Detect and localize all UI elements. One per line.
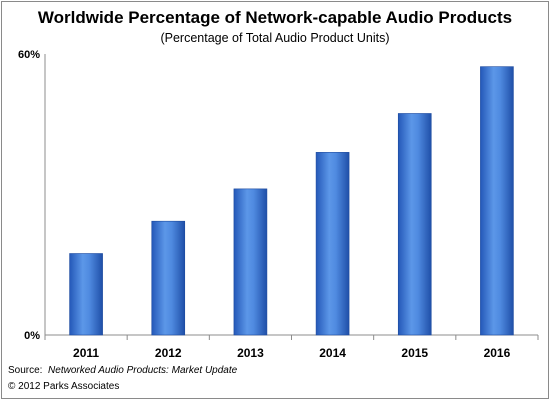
bar-2014 (315, 152, 350, 336)
bar-2015 (397, 113, 432, 336)
x-tick-label: 2013 (237, 346, 264, 360)
bar-2013 (233, 188, 268, 336)
x-tick-label: 2011 (73, 346, 99, 360)
x-tick-label: 2012 (155, 346, 182, 360)
category-labels: 2011 2012 2013 2014 2015 2016 (73, 346, 511, 360)
x-tick-label: 2016 (484, 346, 511, 360)
copyright-note: © 2012 Parks Associates (8, 381, 120, 392)
bars-group (69, 66, 514, 336)
x-tick-label: 2015 (401, 346, 428, 360)
source-note: Source: Networked Audio Products: Market… (8, 365, 237, 376)
bar-2012 (151, 220, 186, 336)
source-title: Networked Audio Products: Market Update (48, 365, 238, 376)
y-tick-labels: 0% 60% (18, 49, 40, 342)
y-tick-label: 0% (24, 330, 40, 342)
x-tick-marks (44, 335, 539, 340)
source-prefix: Source: (8, 365, 43, 376)
chart-title: Worldwide Percentage of Network-capable … (37, 8, 513, 27)
x-tick-label: 2014 (319, 346, 346, 360)
bar-2016 (480, 66, 514, 336)
chart-subtitle: (Percentage of Total Audio Product Units… (160, 31, 390, 45)
bar-2011 (69, 253, 103, 336)
y-tick-label: 60% (18, 49, 40, 61)
